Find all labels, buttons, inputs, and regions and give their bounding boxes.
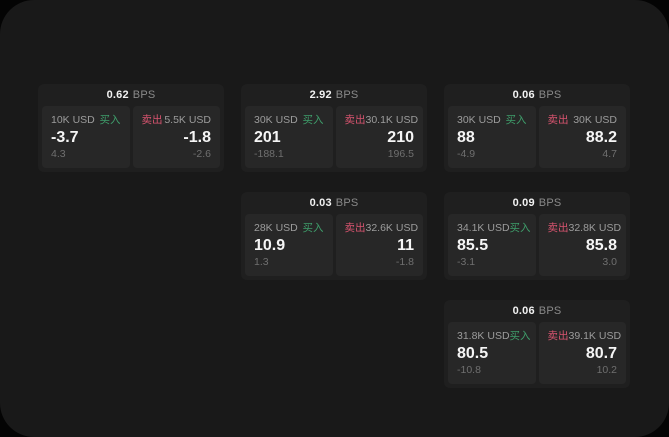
bps-unit-label: BPS xyxy=(538,89,562,101)
sell-amount: 39.1K USD xyxy=(568,330,622,342)
buy-quote-panel[interactable]: 10K USD 买入 -3.7 4.3 xyxy=(42,106,130,168)
buy-delta: -10.8 xyxy=(457,364,481,376)
bps-value: 0.62 xyxy=(106,89,129,101)
sell-delta: 4.7 xyxy=(602,148,617,160)
card-header: 0.62 BPS xyxy=(38,84,224,106)
sell-quote-panel[interactable]: 卖出 30K USD 88.2 4.7 xyxy=(538,106,626,168)
quote-card: 2.92 BPS 30K USD 买入 201 -188.1 卖出 30.1K … xyxy=(241,84,427,172)
quote-panels: 30K USD 买入 88 -4.9 卖出 30K USD 88.2 4.7 xyxy=(444,106,630,172)
quote-card: 0.09 BPS 34.1K USD 买入 85.5 -3.1 卖出 32.8K… xyxy=(444,192,630,280)
sell-price: -1.8 xyxy=(183,129,211,146)
buy-amount: 30K USD xyxy=(457,114,501,126)
quote-card: 0.62 BPS 10K USD 买入 -3.7 4.3 卖出 5.5K USD xyxy=(38,84,224,172)
sell-quote-panel[interactable]: 卖出 5.5K USD -1.8 -2.6 xyxy=(132,106,220,168)
sell-tag: 卖出 xyxy=(344,222,366,234)
buy-quote-panel[interactable]: 34.1K USD 买入 85.5 -3.1 xyxy=(448,214,536,276)
card-header: 0.09 BPS xyxy=(444,192,630,214)
quote-card: 0.06 BPS 30K USD 买入 88 -4.9 卖出 30K USD xyxy=(444,84,630,172)
bps-value: 2.92 xyxy=(309,89,332,101)
sell-delta: -1.8 xyxy=(395,256,414,268)
sell-price: 11 xyxy=(397,237,414,254)
buy-amount: 28K USD xyxy=(254,222,298,234)
sell-tag: 卖出 xyxy=(547,330,569,342)
sell-price: 88.2 xyxy=(585,129,617,146)
sell-delta: -2.6 xyxy=(192,148,211,160)
sell-amount: 30K USD xyxy=(573,114,617,126)
buy-quote-panel[interactable]: 31.8K USD 买入 80.5 -10.8 xyxy=(448,322,536,384)
sell-price: 80.7 xyxy=(585,345,617,362)
sell-tag: 卖出 xyxy=(547,114,569,126)
sell-amount: 30.1K USD xyxy=(365,114,419,126)
card-header: 2.92 BPS xyxy=(241,84,427,106)
sell-amount: 32.8K USD xyxy=(568,222,622,234)
sell-price: 210 xyxy=(387,129,414,146)
buy-tag: 买入 xyxy=(302,222,324,234)
quote-card: 0.06 BPS 31.8K USD 买入 80.5 -10.8 卖出 39.1… xyxy=(444,300,630,388)
bps-unit-label: BPS xyxy=(335,197,359,209)
bps-unit-label: BPS xyxy=(132,89,156,101)
buy-price: 10.9 xyxy=(254,237,286,254)
quote-panels: 34.1K USD 买入 85.5 -3.1 卖出 32.8K USD 85.8… xyxy=(444,214,630,280)
bps-unit-label: BPS xyxy=(538,305,562,317)
buy-delta: -4.9 xyxy=(457,148,476,160)
buy-amount: 10K USD xyxy=(51,114,95,126)
sell-delta: 196.5 xyxy=(387,148,414,160)
sell-tag: 卖出 xyxy=(547,222,569,234)
buy-quote-panel[interactable]: 28K USD 买入 10.9 1.3 xyxy=(245,214,333,276)
buy-delta: 4.3 xyxy=(51,148,66,160)
buy-price: 201 xyxy=(254,129,281,146)
buy-tag: 买入 xyxy=(302,114,324,126)
bps-unit-label: BPS xyxy=(538,197,562,209)
buy-amount: 31.8K USD xyxy=(457,330,510,342)
sell-tag: 卖出 xyxy=(141,114,163,126)
sell-quote-panel[interactable]: 卖出 39.1K USD 80.7 10.2 xyxy=(538,322,626,384)
sell-delta: 3.0 xyxy=(602,256,617,268)
sell-amount: 5.5K USD xyxy=(164,114,211,126)
sell-quote-panel[interactable]: 卖出 32.8K USD 85.8 3.0 xyxy=(538,214,626,276)
buy-price: 85.5 xyxy=(457,237,489,254)
quote-panels: 31.8K USD 买入 80.5 -10.8 卖出 39.1K USD 80.… xyxy=(444,322,630,388)
buy-tag: 买入 xyxy=(509,222,531,234)
buy-delta: -3.1 xyxy=(457,256,476,268)
buy-tag: 买入 xyxy=(99,114,121,126)
sell-delta: 10.2 xyxy=(596,364,617,376)
quote-cards-grid: 0.62 BPS 10K USD 买入 -3.7 4.3 卖出 5.5K USD xyxy=(38,84,630,388)
buy-price: -3.7 xyxy=(51,129,79,146)
buy-price: 88 xyxy=(457,129,475,146)
bps-value: 0.03 xyxy=(309,197,332,209)
sell-amount: 32.6K USD xyxy=(365,222,419,234)
buy-tag: 买入 xyxy=(509,330,531,342)
buy-amount: 30K USD xyxy=(254,114,298,126)
buy-delta: -188.1 xyxy=(254,148,284,160)
quote-card: 0.03 BPS 28K USD 买入 10.9 1.3 卖出 32.6K US… xyxy=(241,192,427,280)
bps-value: 0.06 xyxy=(512,305,535,317)
card-header: 0.06 BPS xyxy=(444,84,630,106)
buy-price: 80.5 xyxy=(457,345,489,362)
bps-value: 0.06 xyxy=(512,89,535,101)
buy-tag: 买入 xyxy=(505,114,527,126)
bps-value: 0.09 xyxy=(512,197,535,209)
sell-quote-panel[interactable]: 卖出 30.1K USD 210 196.5 xyxy=(335,106,423,168)
buy-quote-panel[interactable]: 30K USD 买入 88 -4.9 xyxy=(448,106,536,168)
sell-quote-panel[interactable]: 卖出 32.6K USD 11 -1.8 xyxy=(335,214,423,276)
bps-unit-label: BPS xyxy=(335,89,359,101)
quote-panels: 28K USD 买入 10.9 1.3 卖出 32.6K USD 11 -1.8 xyxy=(241,214,427,280)
buy-quote-panel[interactable]: 30K USD 买入 201 -188.1 xyxy=(245,106,333,168)
buy-delta: 1.3 xyxy=(254,256,269,268)
card-header: 0.06 BPS xyxy=(444,300,630,322)
quote-panels: 30K USD 买入 201 -188.1 卖出 30.1K USD 210 1… xyxy=(241,106,427,172)
card-header: 0.03 BPS xyxy=(241,192,427,214)
quote-panels: 10K USD 买入 -3.7 4.3 卖出 5.5K USD -1.8 -2.… xyxy=(38,106,224,172)
sell-price: 85.8 xyxy=(585,237,617,254)
sell-tag: 卖出 xyxy=(344,114,366,126)
buy-amount: 34.1K USD xyxy=(457,222,510,234)
